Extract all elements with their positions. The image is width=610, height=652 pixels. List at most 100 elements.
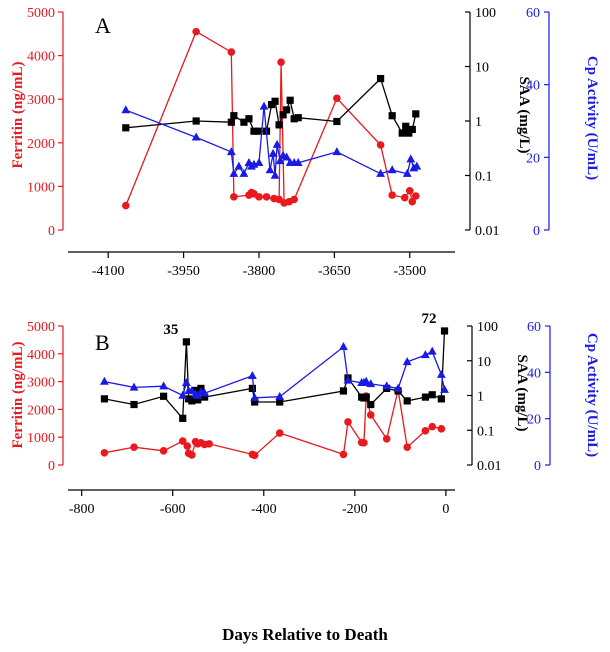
ferritin-point	[230, 193, 238, 201]
cp-tick-label: 40	[526, 79, 540, 94]
ferritin-point	[344, 418, 352, 426]
saa-tick-label: 100	[475, 6, 496, 21]
saa-tick-label: 0.1	[475, 170, 493, 185]
saa-point	[388, 112, 396, 120]
panel-a-label: A	[95, 13, 111, 38]
cp-point	[412, 161, 422, 170]
ferritin-point	[188, 451, 196, 459]
panel-a-ferritin-axis-label: Ferritin (ng/mL)	[10, 61, 26, 168]
panel-b: B Ferritin (ng/mL) SAA (mg/L) Cp Activit…	[10, 311, 600, 517]
saa-point	[200, 393, 209, 401]
ferritin-point	[121, 201, 130, 210]
saa-point	[188, 397, 196, 405]
panel-a-saa-axis-label: SAA (mg/L)	[516, 76, 532, 153]
cp-point	[343, 375, 353, 384]
ferritin-point	[262, 193, 271, 201]
x-tick-label: -200	[342, 502, 368, 517]
saa-point	[250, 127, 258, 135]
cp-point	[226, 147, 236, 156]
saa-point	[240, 118, 248, 126]
ferritin-point	[333, 94, 341, 103]
saa-point	[421, 393, 430, 401]
saa-point	[294, 114, 302, 122]
saa-point	[402, 122, 410, 130]
saa-point	[377, 74, 385, 83]
ferritin-point	[421, 427, 430, 435]
panel-b-ferritin-axis-label: Ferritin (ng/mL)	[10, 341, 26, 448]
saa-point	[440, 327, 449, 335]
saa-point	[362, 393, 370, 401]
cp-point	[440, 384, 449, 393]
saa-point	[403, 397, 411, 405]
saa-point	[271, 97, 279, 105]
cp-tick-label: 60	[527, 320, 541, 335]
saa-point	[251, 398, 259, 406]
cp-point	[382, 381, 392, 390]
cp-point	[265, 165, 275, 174]
cp-point	[387, 165, 397, 174]
ferritin-point	[183, 442, 192, 450]
series-line-saa	[104, 330, 446, 421]
saa-tick-label: 10	[475, 61, 489, 76]
x-tick-label: 0	[442, 502, 449, 517]
cp-point	[159, 381, 169, 390]
cp-point	[200, 388, 209, 397]
x-tick-label: -600	[160, 502, 186, 517]
ferritin-tick-label: 4000	[27, 50, 55, 65]
saa-point	[290, 115, 298, 123]
cp-point	[178, 390, 188, 399]
cp-point	[275, 156, 285, 165]
cp-point	[121, 105, 131, 114]
cp-point	[250, 393, 260, 402]
saa-point	[286, 96, 294, 104]
saa-tick-label: 10	[477, 355, 491, 370]
cp-point	[402, 168, 412, 177]
saa-tick-label: 0.01	[477, 459, 502, 474]
cp-point	[406, 154, 416, 163]
series-line-ferritin	[104, 389, 442, 457]
ferritin-tick-label: 2000	[27, 403, 55, 418]
saa-tick-label: 1	[475, 115, 482, 130]
x-tick-label: -3800	[243, 264, 276, 279]
cp-point	[100, 376, 109, 385]
cp-point	[272, 139, 282, 148]
cp-point	[332, 147, 342, 156]
ferritin-point	[205, 440, 213, 448]
cp-point	[421, 350, 430, 359]
cp-point	[270, 170, 280, 179]
cp-point	[181, 377, 191, 386]
cp-point	[191, 132, 201, 141]
panel-b-saa-axis-label: SAA (mg/L)	[514, 354, 530, 431]
cp-tick-label: 40	[527, 366, 541, 381]
cp-point	[339, 342, 348, 351]
ferritin-point	[277, 58, 285, 66]
cp-point	[393, 383, 403, 392]
ferritin-point	[100, 448, 109, 457]
saa-point	[248, 384, 256, 393]
ferritin-tick-label: 3000	[27, 376, 55, 391]
saa-tick-label: 0.01	[475, 224, 500, 239]
cp-point	[247, 371, 257, 380]
ferritin-point	[130, 443, 138, 452]
x-tick-label: -400	[251, 502, 277, 517]
ferritin-point	[178, 437, 187, 445]
cp-point	[259, 101, 269, 110]
cp-point	[254, 157, 264, 166]
saa-point	[100, 395, 109, 403]
cp-point	[229, 168, 239, 177]
ferritin-point	[227, 48, 236, 56]
cp-point	[129, 382, 139, 391]
ferritin-tick-label: 3000	[27, 93, 55, 108]
saa-point	[192, 117, 200, 125]
panel-a-cp-axis-label: Cp Activity (U/mL)	[584, 56, 600, 180]
saa-point	[412, 110, 420, 118]
cp-point	[268, 148, 278, 157]
cp-point	[239, 168, 249, 177]
ferritin-point	[339, 450, 348, 459]
annotation-label: 72	[422, 311, 437, 327]
series-line-ferritin	[125, 30, 417, 206]
ferritin-point	[403, 443, 411, 452]
x-tick-label: -3500	[393, 264, 426, 279]
saa-point	[182, 338, 190, 346]
panel-b-cp-axis-label: Cp Activity (U/mL)	[584, 333, 600, 457]
